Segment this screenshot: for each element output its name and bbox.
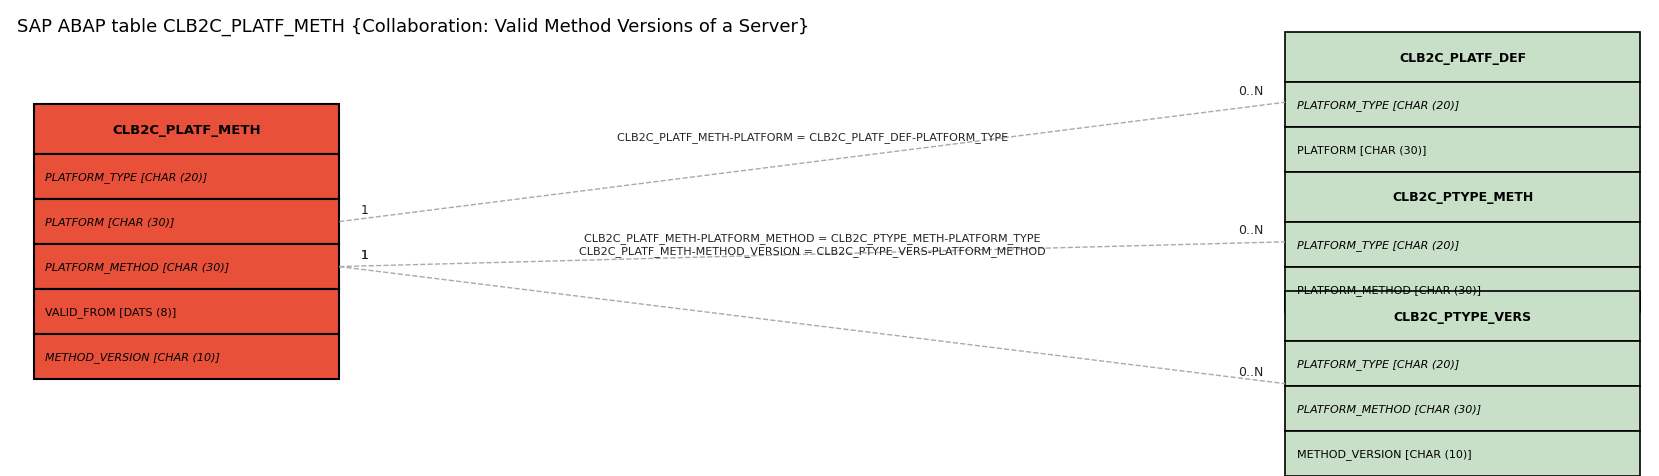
Text: CLB2C_PTYPE_VERS: CLB2C_PTYPE_VERS	[1394, 310, 1531, 323]
Bar	[1286, 292, 1641, 341]
Bar	[1286, 222, 1641, 267]
Bar	[33, 155, 338, 199]
Text: PLATFORM_TYPE [CHAR (20)]: PLATFORM_TYPE [CHAR (20)]	[1297, 100, 1458, 111]
Bar	[33, 105, 338, 155]
Text: CLB2C_PLATF_METH-METHOD_VERSION = CLB2C_PTYPE_VERS-PLATFORM_METHOD: CLB2C_PLATF_METH-METHOD_VERSION = CLB2C_…	[579, 246, 1045, 257]
Text: PLATFORM [CHAR (30)]: PLATFORM [CHAR (30)]	[45, 217, 174, 227]
Text: CLB2C_PLATF_DEF: CLB2C_PLATF_DEF	[1399, 51, 1526, 65]
Bar	[1286, 33, 1641, 83]
Text: 0..N: 0..N	[1238, 366, 1264, 378]
Bar	[1286, 386, 1641, 431]
Text: 1: 1	[360, 248, 368, 262]
Text: CLB2C_PLATF_METH: CLB2C_PLATF_METH	[113, 123, 260, 137]
Text: METHOD_VERSION [CHAR (10)]: METHOD_VERSION [CHAR (10)]	[1297, 448, 1472, 459]
Text: CLB2C_PLATF_METH-PLATFORM = CLB2C_PLATF_DEF-PLATFORM_TYPE: CLB2C_PLATF_METH-PLATFORM = CLB2C_PLATF_…	[617, 131, 1007, 142]
Text: PLATFORM_METHOD [CHAR (30)]: PLATFORM_METHOD [CHAR (30)]	[1297, 403, 1481, 414]
Bar	[1286, 341, 1641, 386]
Text: 0..N: 0..N	[1238, 224, 1264, 237]
Bar	[33, 289, 338, 335]
Text: CLB2C_PTYPE_METH: CLB2C_PTYPE_METH	[1392, 191, 1533, 204]
Bar	[1286, 431, 1641, 476]
Bar	[33, 199, 338, 245]
Text: PLATFORM_METHOD [CHAR (30)]: PLATFORM_METHOD [CHAR (30)]	[1297, 284, 1480, 295]
Text: CLB2C_PLATF_METH-PLATFORM_METHOD = CLB2C_PTYPE_METH-PLATFORM_TYPE: CLB2C_PLATF_METH-PLATFORM_METHOD = CLB2C…	[584, 233, 1040, 243]
Text: 1: 1	[360, 248, 368, 262]
Bar	[1286, 128, 1641, 173]
Bar	[33, 245, 338, 289]
Text: METHOD_VERSION [CHAR (10)]: METHOD_VERSION [CHAR (10)]	[45, 351, 221, 362]
Bar	[1286, 83, 1641, 128]
Bar	[1286, 267, 1641, 312]
Text: SAP ABAP table CLB2C_PLATF_METH {Collaboration: Valid Method Versions of a Serve: SAP ABAP table CLB2C_PLATF_METH {Collabo…	[17, 18, 810, 36]
Text: PLATFORM_TYPE [CHAR (20)]: PLATFORM_TYPE [CHAR (20)]	[1297, 239, 1458, 250]
Bar	[33, 335, 338, 379]
Text: PLATFORM_METHOD [CHAR (30)]: PLATFORM_METHOD [CHAR (30)]	[45, 262, 229, 272]
Text: VALID_FROM [DATS (8)]: VALID_FROM [DATS (8)]	[45, 307, 176, 317]
Text: PLATFORM_TYPE [CHAR (20)]: PLATFORM_TYPE [CHAR (20)]	[45, 172, 207, 183]
Bar	[1286, 173, 1641, 222]
Text: 1: 1	[360, 204, 368, 217]
Text: PLATFORM [CHAR (30)]: PLATFORM [CHAR (30)]	[1297, 145, 1427, 155]
Text: 0..N: 0..N	[1238, 85, 1264, 98]
Text: PLATFORM_TYPE [CHAR (20)]: PLATFORM_TYPE [CHAR (20)]	[1297, 358, 1458, 369]
